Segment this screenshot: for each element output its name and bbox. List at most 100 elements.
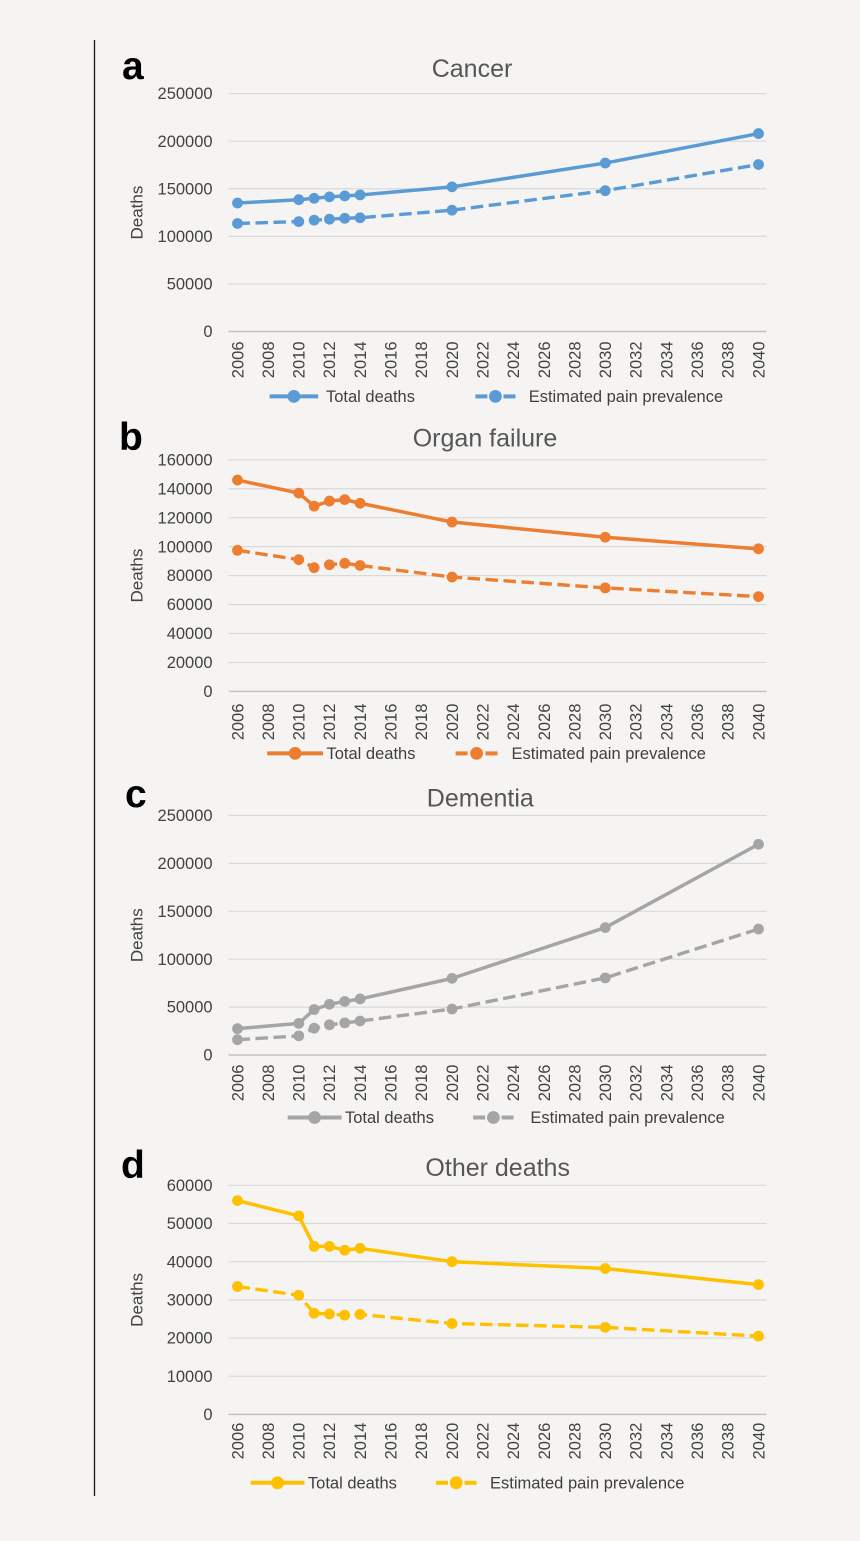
svg-text:250000: 250000 (158, 807, 213, 825)
svg-text:2040: 2040 (750, 1423, 768, 1460)
svg-text:2008: 2008 (260, 1065, 278, 1102)
svg-text:2010: 2010 (291, 341, 309, 378)
svg-text:Deaths: Deaths (128, 908, 147, 962)
svg-text:2006: 2006 (229, 341, 247, 378)
svg-text:50000: 50000 (167, 999, 213, 1017)
svg-text:2014: 2014 (352, 704, 370, 741)
svg-text:2022: 2022 (474, 341, 492, 378)
svg-text:140000: 140000 (158, 480, 213, 498)
svg-text:2038: 2038 (720, 1423, 738, 1460)
svg-text:2032: 2032 (628, 341, 646, 378)
svg-text:2012: 2012 (321, 1423, 339, 1460)
svg-text:d: d (121, 1144, 145, 1187)
svg-text:60000: 60000 (167, 1177, 213, 1195)
svg-text:2024: 2024 (505, 1065, 523, 1102)
svg-text:2008: 2008 (260, 1423, 278, 1460)
svg-text:2026: 2026 (536, 704, 554, 741)
svg-text:2016: 2016 (383, 1065, 401, 1102)
svg-text:2018: 2018 (413, 1065, 431, 1102)
svg-text:30000: 30000 (167, 1291, 213, 1309)
svg-text:2040: 2040 (750, 704, 768, 741)
svg-text:b: b (119, 416, 143, 459)
svg-text:2028: 2028 (566, 1065, 584, 1102)
svg-text:Dementia: Dementia (427, 784, 534, 812)
svg-text:2018: 2018 (413, 1423, 431, 1460)
svg-text:100000: 100000 (158, 228, 213, 246)
svg-text:2022: 2022 (474, 704, 492, 741)
svg-text:100000: 100000 (158, 951, 213, 969)
svg-text:2022: 2022 (474, 1423, 492, 1460)
svg-text:2038: 2038 (720, 704, 738, 741)
svg-text:2008: 2008 (260, 341, 278, 378)
svg-text:2030: 2030 (597, 704, 615, 741)
svg-text:Estimated pain prevalence: Estimated pain prevalence (512, 745, 706, 763)
svg-text:2012: 2012 (321, 704, 339, 741)
svg-text:Estimated pain prevalence: Estimated pain prevalence (530, 1109, 724, 1127)
svg-text:200000: 200000 (158, 855, 213, 873)
svg-text:2006: 2006 (229, 704, 247, 741)
svg-text:2028: 2028 (566, 1423, 584, 1460)
svg-text:Deaths: Deaths (128, 1273, 147, 1327)
svg-text:2032: 2032 (628, 704, 646, 741)
svg-text:2034: 2034 (658, 1065, 676, 1102)
svg-text:Deaths: Deaths (128, 186, 147, 240)
svg-text:0: 0 (203, 323, 212, 341)
svg-text:2012: 2012 (321, 1065, 339, 1102)
svg-text:c: c (125, 773, 147, 816)
svg-text:2018: 2018 (413, 341, 431, 378)
svg-text:2014: 2014 (352, 1065, 370, 1102)
svg-text:2034: 2034 (658, 704, 676, 741)
svg-text:2022: 2022 (474, 1065, 492, 1102)
svg-text:60000: 60000 (167, 596, 213, 614)
svg-text:0: 0 (203, 1406, 212, 1424)
svg-text:2010: 2010 (291, 704, 309, 741)
svg-text:40000: 40000 (167, 625, 213, 643)
svg-text:2040: 2040 (750, 341, 768, 378)
svg-text:2030: 2030 (597, 1065, 615, 1102)
svg-text:50000: 50000 (167, 276, 213, 294)
svg-text:2036: 2036 (689, 704, 707, 741)
svg-text:2016: 2016 (383, 1423, 401, 1460)
svg-text:2034: 2034 (658, 341, 676, 378)
svg-text:40000: 40000 (167, 1253, 213, 1271)
svg-text:2020: 2020 (444, 1423, 462, 1460)
svg-text:2016: 2016 (383, 341, 401, 378)
svg-text:80000: 80000 (167, 567, 213, 585)
svg-text:Total deaths: Total deaths (345, 1109, 434, 1127)
svg-text:0: 0 (203, 1047, 212, 1065)
svg-text:2014: 2014 (352, 341, 370, 378)
svg-text:120000: 120000 (158, 509, 213, 527)
svg-text:100000: 100000 (158, 538, 213, 556)
svg-text:2038: 2038 (720, 1065, 738, 1102)
svg-text:2008: 2008 (260, 704, 278, 741)
svg-text:Total deaths: Total deaths (308, 1474, 397, 1492)
svg-text:2032: 2032 (628, 1423, 646, 1460)
svg-text:2020: 2020 (444, 1065, 462, 1102)
svg-text:2028: 2028 (566, 341, 584, 378)
svg-text:2018: 2018 (413, 704, 431, 741)
svg-text:2020: 2020 (444, 704, 462, 741)
svg-text:2024: 2024 (505, 1423, 523, 1460)
svg-text:150000: 150000 (158, 180, 213, 198)
svg-text:Total deaths: Total deaths (326, 388, 415, 406)
svg-text:a: a (122, 45, 144, 88)
svg-text:150000: 150000 (158, 903, 213, 921)
svg-text:2036: 2036 (689, 341, 707, 378)
svg-text:2014: 2014 (352, 1423, 370, 1460)
svg-text:Estimated pain prevalence: Estimated pain prevalence (529, 388, 723, 406)
svg-text:2030: 2030 (597, 341, 615, 378)
svg-text:2036: 2036 (689, 1065, 707, 1102)
svg-text:2030: 2030 (597, 1423, 615, 1460)
svg-text:2040: 2040 (750, 1065, 768, 1102)
svg-text:2010: 2010 (291, 1065, 309, 1102)
svg-text:50000: 50000 (167, 1215, 213, 1233)
svg-text:2028: 2028 (566, 704, 584, 741)
svg-text:2024: 2024 (505, 704, 523, 741)
svg-text:Deaths: Deaths (128, 549, 147, 603)
svg-text:250000: 250000 (158, 85, 213, 103)
svg-text:2010: 2010 (291, 1423, 309, 1460)
svg-text:2026: 2026 (536, 1423, 554, 1460)
svg-text:2006: 2006 (229, 1423, 247, 1460)
svg-text:Other deaths: Other deaths (425, 1154, 570, 1182)
svg-text:2006: 2006 (229, 1065, 247, 1102)
